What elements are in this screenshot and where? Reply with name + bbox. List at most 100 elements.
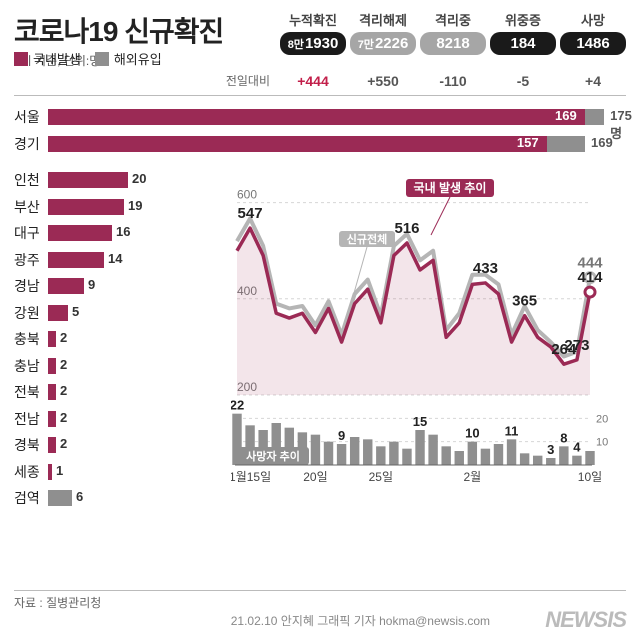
regions-side: 인천 20 부산 19 대구 16 광주 14 경남 9 강원 5 충북: [14, 167, 225, 512]
region-name: 세종: [14, 462, 48, 482]
region-name: 충북: [14, 329, 48, 349]
region-bar: [48, 305, 68, 321]
region-val: 16: [116, 224, 130, 239]
death-bar: [520, 453, 529, 465]
pointer-line: [431, 197, 450, 235]
region-name: 충남: [14, 356, 48, 376]
region-val: 9: [88, 277, 95, 292]
region-bar-wrap: 9: [48, 278, 225, 294]
region-val: 2: [60, 330, 67, 345]
death-bar: [468, 442, 477, 465]
delta-val-4: +4: [560, 73, 626, 89]
region-bar-wrap: 16: [48, 225, 225, 241]
region-bar: [48, 225, 112, 241]
stat-label: 위중증: [505, 10, 541, 29]
region-name: 전북: [14, 382, 48, 402]
stat-pill: 8218: [420, 32, 486, 55]
region-bar: [48, 358, 56, 374]
region-name: 대구: [14, 223, 48, 243]
stat-label: 격리중: [435, 10, 471, 29]
region-val: 6: [76, 489, 83, 504]
region-row-4: 경남 9: [14, 273, 225, 300]
region-bar-wrap: 169 175명: [48, 109, 626, 125]
callout-label: 516: [394, 220, 419, 237]
delta-val-2: -110: [420, 73, 486, 89]
region-total-val: 169: [591, 135, 613, 150]
region-val: 2: [60, 410, 67, 425]
death-bar: [455, 451, 464, 465]
region-bar-domestic: [48, 136, 547, 152]
death-callout: 3: [547, 442, 554, 457]
death-bar: [337, 444, 346, 465]
callout-label: 444: [577, 255, 603, 272]
death-bar: [507, 439, 516, 465]
stat-pill: 7만2226: [350, 32, 416, 55]
region-row-7: 충남 2: [14, 353, 225, 380]
region-row-11: 세종 1: [14, 459, 225, 486]
death-bar: [324, 442, 333, 465]
death-callout: 4: [573, 440, 581, 455]
region-val: 2: [60, 383, 67, 398]
stat-label: 격리해제: [359, 10, 407, 29]
xtick-label: 25일: [369, 470, 393, 484]
legend-swatch-overseas: [95, 52, 109, 66]
region-name: 강원: [14, 303, 48, 323]
region-val: 20: [132, 171, 146, 186]
region-domestic-val: 157: [517, 135, 539, 150]
region-bar: [48, 331, 56, 347]
death-bar: [415, 430, 424, 465]
region-bar: [48, 437, 56, 453]
callout-label: 365: [512, 293, 537, 310]
death-callout: 15: [413, 414, 427, 429]
region-row-5: 강원 5: [14, 300, 225, 327]
delta-label: 전일대비: [226, 72, 270, 89]
region-bar-wrap: 19: [48, 199, 225, 215]
death-bar: [441, 446, 450, 465]
death-bar: [389, 442, 398, 465]
region-bar-wrap: 2: [48, 411, 225, 427]
stat-col-4: 사망 1486: [560, 10, 626, 55]
region-row-full-0: 서울 169 175명: [14, 104, 626, 131]
death-bar: [428, 435, 437, 465]
footer-logo: NEWSIS: [545, 607, 626, 633]
legend-swatch-domestic: [14, 52, 28, 66]
region-row-12: 검역 6: [14, 485, 225, 512]
delta-row: 전일대비 +444+550-110-5+4: [0, 72, 640, 95]
region-bar: [48, 464, 52, 480]
region-val: 2: [60, 436, 67, 451]
death-callout: 8: [560, 430, 567, 445]
region-name: 경남: [14, 276, 48, 296]
region-bar-wrap: 1: [48, 464, 225, 480]
region-bar: [48, 252, 104, 268]
death-bar: [572, 456, 581, 465]
stat-pill: 8만1930: [280, 32, 346, 55]
death-bar: [402, 449, 411, 465]
end-marker-domestic: [585, 287, 595, 297]
region-bar-wrap: 20: [48, 172, 225, 188]
stat-boxes: 누적확진 8만1930 격리해제 7만2226 격리중 8218 위중증 184…: [280, 10, 626, 55]
region-bar-wrap: 2: [48, 331, 225, 347]
callout-label: 433: [473, 260, 498, 277]
callout-label: 547: [238, 205, 263, 222]
footer-credit: 21.02.10 안지혜 그래픽 기자 hokma@newsis.com: [231, 612, 490, 629]
page-title: 코로나19 신규확진: [14, 10, 270, 50]
death-bar: [481, 449, 490, 465]
region-bar-wrap: 6: [48, 490, 225, 506]
region-bar: [48, 490, 72, 506]
legend-domestic-label: 국내발생: [33, 49, 81, 68]
death-bar: [533, 456, 542, 465]
region-bar-wrap: 2: [48, 437, 225, 453]
region-val: 5: [72, 304, 79, 319]
region-val: 14: [108, 251, 122, 266]
region-bar: [48, 278, 84, 294]
death-bar: [585, 451, 594, 465]
chart-column: 200400600547516433365264273414444 국내 발생 …: [231, 167, 626, 512]
region-domestic-val: 169: [555, 108, 577, 123]
stat-col-3: 위중증 184: [490, 10, 556, 55]
region-bar-wrap: 14: [48, 252, 225, 268]
footer-source: 자료 : 질병관리청: [14, 594, 101, 611]
death-chart: 1020229151011384 사망자 추이1월15일20일25일2월10일: [231, 397, 626, 487]
region-bar-wrap: 157 169: [48, 136, 626, 152]
xtick-label: 2월: [463, 470, 481, 484]
ytick-label: 600: [237, 188, 257, 202]
